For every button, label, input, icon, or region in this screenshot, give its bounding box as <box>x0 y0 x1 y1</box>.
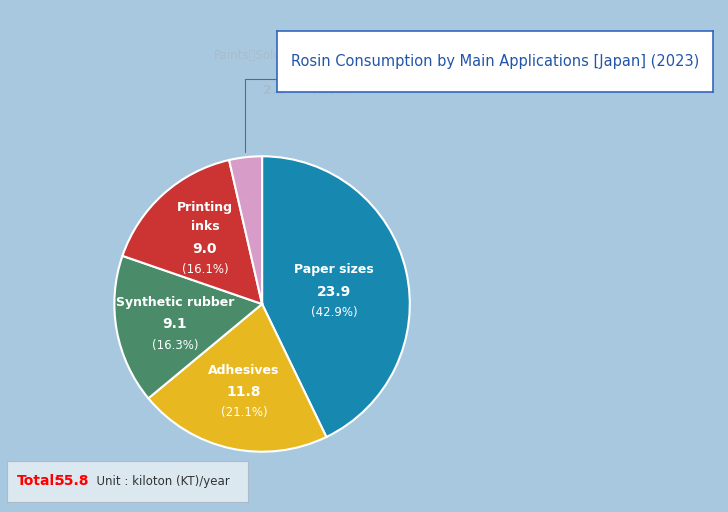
Text: (3.6%): (3.6%) <box>312 84 352 97</box>
Text: 11.8: 11.8 <box>226 385 261 399</box>
Text: (42.9%): (42.9%) <box>311 306 357 319</box>
Text: 2.0: 2.0 <box>263 84 285 97</box>
Wedge shape <box>122 160 262 304</box>
Text: 9.0: 9.0 <box>193 242 217 256</box>
Text: Total:: Total: <box>17 474 60 488</box>
Text: Synthetic rubber: Synthetic rubber <box>116 295 234 309</box>
Wedge shape <box>262 156 410 437</box>
Text: (21.1%): (21.1%) <box>221 407 267 419</box>
Text: Adhesives: Adhesives <box>208 364 280 376</box>
Wedge shape <box>149 304 326 452</box>
Text: Unit : kiloton (KT)/year: Unit : kiloton (KT)/year <box>89 475 230 488</box>
Text: Rosin Consumption by Main Applications [Japan] (2023): Rosin Consumption by Main Applications [… <box>291 54 699 69</box>
Text: 9.1: 9.1 <box>162 317 187 331</box>
Wedge shape <box>114 256 262 398</box>
Text: inks: inks <box>191 221 219 233</box>
Text: Paper sizes: Paper sizes <box>294 263 374 276</box>
Text: Paints・Solder・Other: Paints・Solder・Other <box>213 49 334 62</box>
Text: (16.1%): (16.1%) <box>181 263 228 276</box>
Text: 55.8: 55.8 <box>55 474 90 488</box>
Wedge shape <box>229 156 262 304</box>
Text: 23.9: 23.9 <box>317 285 351 299</box>
Text: Printing: Printing <box>177 201 233 215</box>
Text: (16.3%): (16.3%) <box>151 338 198 352</box>
